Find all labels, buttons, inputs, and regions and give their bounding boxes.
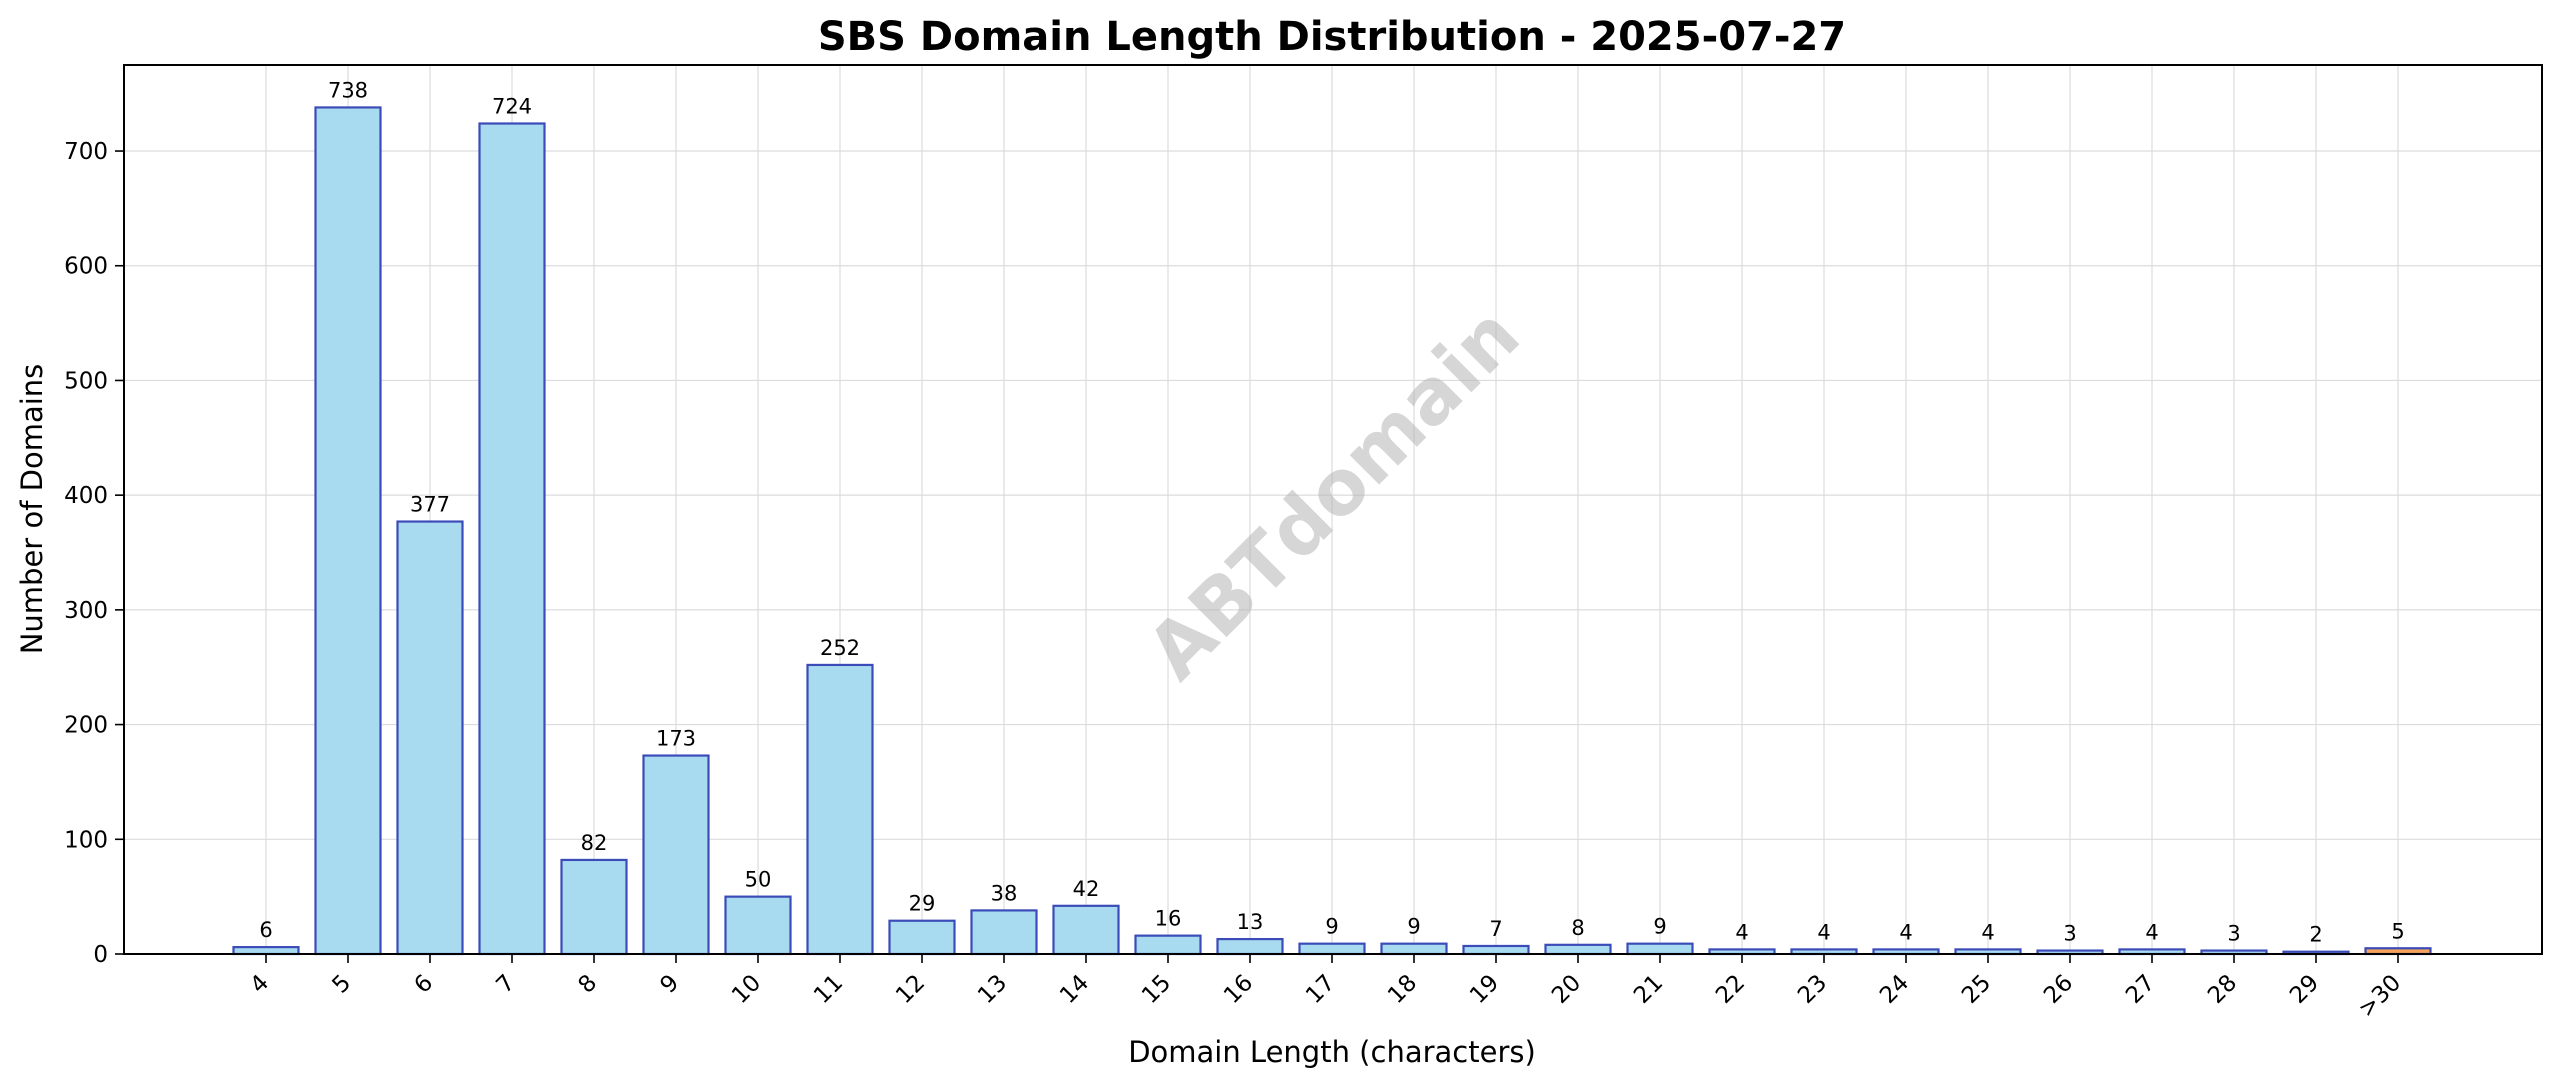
bar bbox=[1216, 937, 1284, 956]
bar bbox=[478, 122, 546, 956]
bar bbox=[724, 895, 792, 956]
x-tick-label: 22 bbox=[1711, 970, 1750, 1009]
bar bbox=[1626, 942, 1694, 956]
axes: 0 100 200 300 400 500 600 700 4 5 6 7 8 9 10 11 12 13 14 15… bbox=[64, 139, 2406, 1023]
data-label: 9 bbox=[1325, 915, 1338, 939]
x-tick-label: 27 bbox=[2121, 970, 2160, 1009]
bar bbox=[806, 663, 874, 956]
x-axis-label: Domain Length (characters) bbox=[1128, 1035, 1536, 1069]
bar bbox=[232, 946, 300, 956]
data-label: 82 bbox=[581, 831, 608, 855]
data-label: 9 bbox=[1653, 915, 1666, 939]
data-label: 13 bbox=[1237, 910, 1264, 934]
x-tick-label: 29 bbox=[2285, 970, 2324, 1009]
x-tick-label: 28 bbox=[2203, 970, 2242, 1009]
x-tick-label: 10 bbox=[727, 970, 766, 1009]
y-tick-label: 400 bbox=[64, 483, 108, 509]
x-tick-label: 17 bbox=[1301, 970, 1340, 1009]
data-label: 9 bbox=[1407, 915, 1420, 939]
x-tick-label: 24 bbox=[1875, 970, 1914, 1009]
x-tick-label: 4 bbox=[246, 970, 275, 999]
x-tick-label: 11 bbox=[809, 970, 848, 1009]
x-tick-label: 21 bbox=[1629, 970, 1668, 1009]
x-tick-label: 12 bbox=[891, 970, 930, 1009]
data-label: 4 bbox=[1981, 920, 1994, 944]
bar bbox=[1544, 943, 1612, 956]
x-tick-label: 9 bbox=[656, 970, 685, 999]
data-label: 3 bbox=[2227, 922, 2240, 946]
data-label: 4 bbox=[1899, 920, 1912, 944]
x-tick-label: 18 bbox=[1383, 970, 1422, 1009]
data-label: 29 bbox=[909, 892, 936, 916]
data-label: 377 bbox=[410, 493, 450, 517]
x-tick-label: 8 bbox=[574, 970, 603, 999]
data-label: 4 bbox=[1817, 920, 1830, 944]
data-label: 2 bbox=[2309, 923, 2322, 947]
bar bbox=[1380, 942, 1448, 956]
data-label: 50 bbox=[745, 868, 772, 892]
x-tick-label: 19 bbox=[1465, 970, 1504, 1009]
chart-title: SBS Domain Length Distribution - 2025-07… bbox=[818, 14, 1846, 60]
bar bbox=[970, 909, 1038, 956]
bar bbox=[560, 858, 628, 956]
data-label: 252 bbox=[820, 636, 860, 660]
y-tick-label: 100 bbox=[64, 827, 108, 853]
y-tick-label: 0 bbox=[93, 942, 108, 968]
x-tick-label: 15 bbox=[1137, 970, 1176, 1009]
x-tick-label: 23 bbox=[1793, 970, 1832, 1009]
x-tick-label: 25 bbox=[1957, 970, 1996, 1009]
x-tick-label: >30 bbox=[2354, 970, 2407, 1023]
x-tick-label: 13 bbox=[973, 970, 1012, 1009]
data-label: 4 bbox=[1735, 920, 1748, 944]
data-label: 8 bbox=[1571, 916, 1584, 940]
data-label: 38 bbox=[991, 881, 1018, 905]
y-tick-label: 200 bbox=[64, 713, 108, 739]
data-label: 3 bbox=[2063, 922, 2076, 946]
x-tick-label: 14 bbox=[1055, 970, 1094, 1009]
y-tick-label: 700 bbox=[64, 139, 108, 165]
x-tick-label: 16 bbox=[1219, 970, 1258, 1009]
data-label: 724 bbox=[492, 95, 532, 119]
bar bbox=[888, 919, 956, 956]
data-label: 173 bbox=[656, 727, 696, 751]
data-label: 42 bbox=[1073, 877, 1100, 901]
x-tick-label: 26 bbox=[2039, 970, 2078, 1009]
plot-area bbox=[123, 64, 2543, 955]
x-tick-label: 20 bbox=[1547, 970, 1586, 1009]
x-tick-label: 6 bbox=[410, 970, 439, 999]
x-tick-label: 5 bbox=[328, 970, 357, 999]
data-label: 7 bbox=[1489, 917, 1502, 941]
y-tick-label: 500 bbox=[64, 368, 108, 394]
data-label: 738 bbox=[328, 78, 368, 102]
x-tick-label: 7 bbox=[492, 970, 521, 999]
bar bbox=[1298, 942, 1366, 956]
bar bbox=[1052, 904, 1120, 956]
y-tick-label: 600 bbox=[64, 254, 108, 280]
data-label: 6 bbox=[259, 918, 272, 942]
data-label: 16 bbox=[1155, 907, 1182, 931]
bar bbox=[642, 754, 710, 956]
bar bbox=[1462, 944, 1530, 956]
watermark: ABTdomain bbox=[1130, 290, 1536, 696]
y-axis-label: Number of Domains bbox=[15, 364, 49, 655]
bar bbox=[396, 520, 464, 956]
bar bbox=[314, 106, 382, 956]
data-label: 4 bbox=[2145, 920, 2158, 944]
bar bbox=[1134, 934, 1202, 956]
y-tick-label: 300 bbox=[64, 598, 108, 624]
data-label: 5 bbox=[2391, 919, 2404, 943]
